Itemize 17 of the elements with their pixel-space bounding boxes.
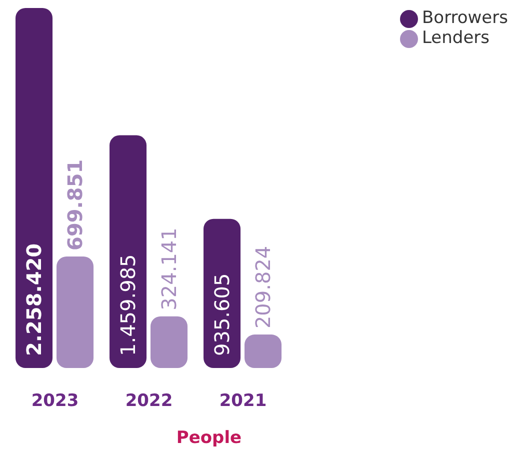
bar [110, 135, 147, 368]
bar [16, 8, 53, 368]
legend-label: Lenders [422, 28, 490, 48]
data-label: 699.851 [63, 159, 88, 250]
data-label: 1.459.985 [116, 254, 140, 356]
x-tick-label: 2023 [31, 391, 79, 412]
data-label: 2.258.420 [22, 243, 46, 356]
x-tick-label: 2021 [219, 391, 267, 412]
data-label: 935.605 [210, 273, 234, 356]
x-tick-label: 2022 [125, 391, 173, 412]
x-axis-title: People [175, 428, 243, 448]
bar [204, 218, 241, 368]
bar [150, 316, 188, 368]
data-label: 209.824 [251, 246, 276, 329]
data-label: 324.141 [157, 228, 182, 310]
bar [56, 256, 94, 368]
legend-label: Borrowers [422, 8, 508, 28]
